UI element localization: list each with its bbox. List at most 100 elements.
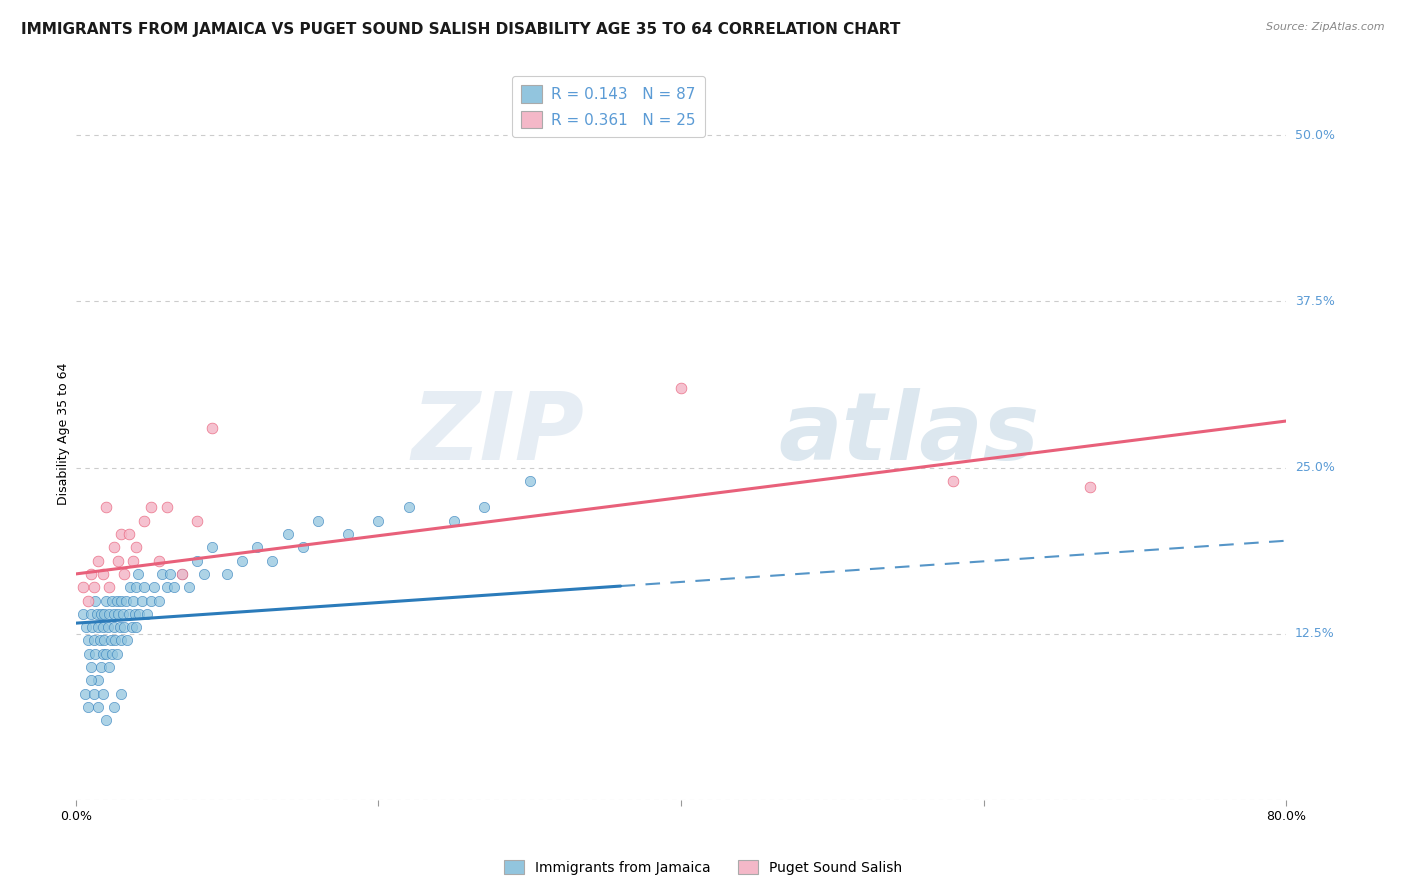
Point — [79, 647, 101, 661]
Point — [519, 474, 541, 488]
Text: atlas: atlas — [778, 388, 1039, 480]
Point — [337, 527, 360, 541]
Text: 50.0%: 50.0% — [1295, 128, 1334, 142]
Point — [108, 620, 131, 634]
Point — [72, 580, 94, 594]
Point — [186, 554, 208, 568]
Point — [114, 593, 136, 607]
Point — [91, 620, 114, 634]
Point — [80, 566, 103, 581]
Text: 37.5%: 37.5% — [1295, 294, 1334, 308]
Text: IMMIGRANTS FROM JAMAICA VS PUGET SOUND SALISH DISABILITY AGE 35 TO 64 CORRELATIO: IMMIGRANTS FROM JAMAICA VS PUGET SOUND S… — [21, 22, 900, 37]
Point — [1078, 481, 1101, 495]
Point — [98, 660, 121, 674]
Point — [87, 554, 110, 568]
Point — [87, 620, 110, 634]
Point — [262, 554, 284, 568]
Point — [201, 420, 224, 434]
Point — [155, 580, 177, 594]
Point — [170, 566, 193, 581]
Point — [80, 673, 103, 688]
Point — [942, 474, 965, 488]
Point — [179, 580, 201, 594]
Point — [132, 514, 155, 528]
Point — [104, 633, 127, 648]
Point — [193, 566, 215, 581]
Point — [159, 566, 181, 581]
Point — [76, 633, 98, 648]
Point — [122, 593, 145, 607]
Point — [84, 647, 107, 661]
Text: Source: ZipAtlas.com: Source: ZipAtlas.com — [1267, 22, 1385, 32]
Point — [150, 566, 173, 581]
Point — [132, 580, 155, 594]
Point — [201, 541, 224, 555]
Point — [101, 593, 124, 607]
Point — [277, 527, 299, 541]
Point — [103, 541, 125, 555]
Legend: Immigrants from Jamaica, Puget Sound Salish: Immigrants from Jamaica, Puget Sound Sal… — [499, 855, 907, 880]
Point — [94, 593, 117, 607]
Point — [163, 580, 186, 594]
Point — [94, 647, 117, 661]
Point — [122, 554, 145, 568]
Point — [112, 566, 135, 581]
Point — [141, 500, 163, 515]
Y-axis label: Disability Age 35 to 64: Disability Age 35 to 64 — [58, 363, 70, 506]
Point — [669, 381, 692, 395]
Point — [73, 687, 96, 701]
Point — [91, 647, 114, 661]
Point — [83, 633, 105, 648]
Point — [148, 593, 170, 607]
Point — [94, 713, 117, 727]
Point — [170, 566, 193, 581]
Text: 25.0%: 25.0% — [1295, 461, 1334, 474]
Point — [96, 620, 118, 634]
Point — [131, 593, 153, 607]
Point — [86, 607, 108, 621]
Point — [231, 554, 253, 568]
Point — [80, 660, 103, 674]
Point — [105, 593, 128, 607]
Point — [76, 593, 98, 607]
Point — [80, 607, 103, 621]
Point — [120, 580, 142, 594]
Point — [84, 593, 107, 607]
Point — [75, 620, 97, 634]
Point — [128, 607, 150, 621]
Point — [100, 633, 122, 648]
Point — [186, 514, 208, 528]
Point — [76, 700, 98, 714]
Point — [246, 541, 269, 555]
Point — [110, 527, 132, 541]
Point — [91, 566, 114, 581]
Point — [143, 580, 166, 594]
Point — [89, 633, 111, 648]
Text: 12.5%: 12.5% — [1295, 627, 1334, 640]
Point — [90, 607, 112, 621]
Point — [98, 580, 121, 594]
Point — [135, 607, 157, 621]
Point — [125, 580, 148, 594]
Point — [103, 700, 125, 714]
Point — [82, 620, 104, 634]
Point — [121, 620, 143, 634]
Point — [367, 514, 389, 528]
Point — [291, 541, 314, 555]
Point — [155, 500, 177, 515]
Point — [93, 607, 115, 621]
Point — [72, 607, 94, 621]
Legend: R = 0.143   N = 87, R = 0.361   N = 25: R = 0.143 N = 87, R = 0.361 N = 25 — [512, 76, 706, 137]
Point — [83, 687, 105, 701]
Point — [94, 500, 117, 515]
Point — [115, 633, 138, 648]
Point — [307, 514, 329, 528]
Point — [110, 593, 132, 607]
Point — [118, 527, 141, 541]
Point — [87, 673, 110, 688]
Point — [98, 607, 121, 621]
Text: ZIP: ZIP — [412, 388, 585, 480]
Point — [91, 687, 114, 701]
Point — [112, 620, 135, 634]
Point — [398, 500, 420, 515]
